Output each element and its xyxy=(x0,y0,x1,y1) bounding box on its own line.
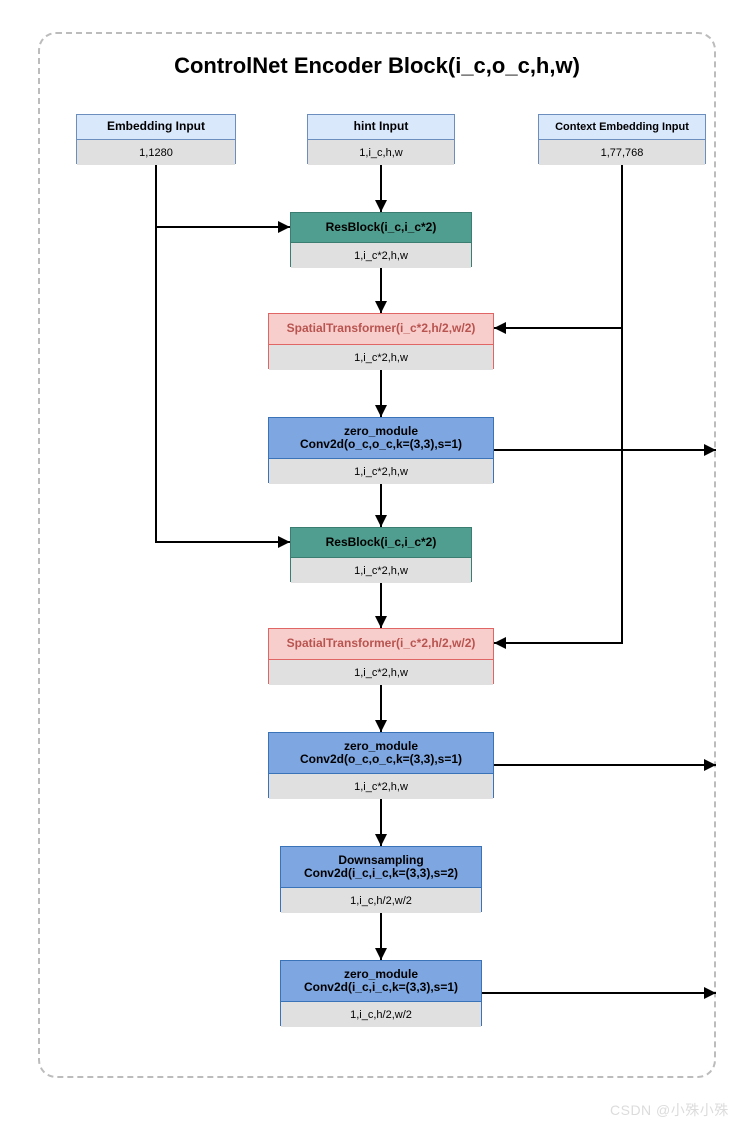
node-header: Embedding Input xyxy=(77,115,235,140)
node-embedding-input: Embedding Input 1,1280 xyxy=(76,114,236,164)
node-spatial-transformer-1: SpatialTransformer(i_c*2,h/2,w/2) 1,i_c*… xyxy=(268,313,494,369)
node-header: DownsamplingConv2d(i_c,i_c,k=(3,3),s=2) xyxy=(281,847,481,888)
node-zero-module-2: zero_moduleConv2d(o_c,o_c,k=(3,3),s=1) 1… xyxy=(268,732,494,798)
node-shape: 1,i_c*2,h,w xyxy=(291,243,471,268)
node-spatial-transformer-2: SpatialTransformer(i_c*2,h/2,w/2) 1,i_c*… xyxy=(268,628,494,684)
node-context-embedding-input: Context Embedding Input 1,77,768 xyxy=(538,114,706,164)
node-shape: 1,i_c,h/2,w/2 xyxy=(281,888,481,913)
node-header: hint Input xyxy=(308,115,454,140)
node-header: Context Embedding Input xyxy=(539,115,705,140)
node-downsampling: DownsamplingConv2d(i_c,i_c,k=(3,3),s=2) … xyxy=(280,846,482,912)
watermark-text: CSDN @小殊小殊 xyxy=(610,1100,729,1120)
node-shape: 1,i_c,h,w xyxy=(308,140,454,165)
node-hint-input: hint Input 1,i_c,h,w xyxy=(307,114,455,164)
node-resblock-1: ResBlock(i_c,i_c*2) 1,i_c*2,h,w xyxy=(290,212,472,267)
node-resblock-2: ResBlock(i_c,i_c*2) 1,i_c*2,h,w xyxy=(290,527,472,582)
node-shape: 1,i_c*2,h,w xyxy=(291,558,471,583)
diagram-title: ControlNet Encoder Block(i_c,o_c,h,w) xyxy=(38,53,716,79)
node-header: zero_moduleConv2d(o_c,o_c,k=(3,3),s=1) xyxy=(269,418,493,459)
node-header: ResBlock(i_c,i_c*2) xyxy=(291,213,471,243)
node-shape: 1,1280 xyxy=(77,140,235,165)
node-header: SpatialTransformer(i_c*2,h/2,w/2) xyxy=(269,629,493,660)
node-shape: 1,i_c*2,h,w xyxy=(269,660,493,685)
node-shape: 1,i_c*2,h,w xyxy=(269,459,493,484)
node-shape: 1,i_c*2,h,w xyxy=(269,774,493,799)
node-shape: 1,i_c*2,h,w xyxy=(269,345,493,370)
node-header: zero_moduleConv2d(i_c,i_c,k=(3,3),s=1) xyxy=(281,961,481,1002)
node-zero-module-1: zero_moduleConv2d(o_c,o_c,k=(3,3),s=1) 1… xyxy=(268,417,494,483)
node-shape: 1,77,768 xyxy=(539,140,705,165)
diagram-canvas: ControlNet Encoder Block(i_c,o_c,h,w) Em… xyxy=(0,0,753,1129)
node-header: zero_moduleConv2d(o_c,o_c,k=(3,3),s=1) xyxy=(269,733,493,774)
node-zero-module-3: zero_moduleConv2d(i_c,i_c,k=(3,3),s=1) 1… xyxy=(280,960,482,1026)
node-shape: 1,i_c,h/2,w/2 xyxy=(281,1002,481,1027)
node-header: SpatialTransformer(i_c*2,h/2,w/2) xyxy=(269,314,493,345)
node-header: ResBlock(i_c,i_c*2) xyxy=(291,528,471,558)
